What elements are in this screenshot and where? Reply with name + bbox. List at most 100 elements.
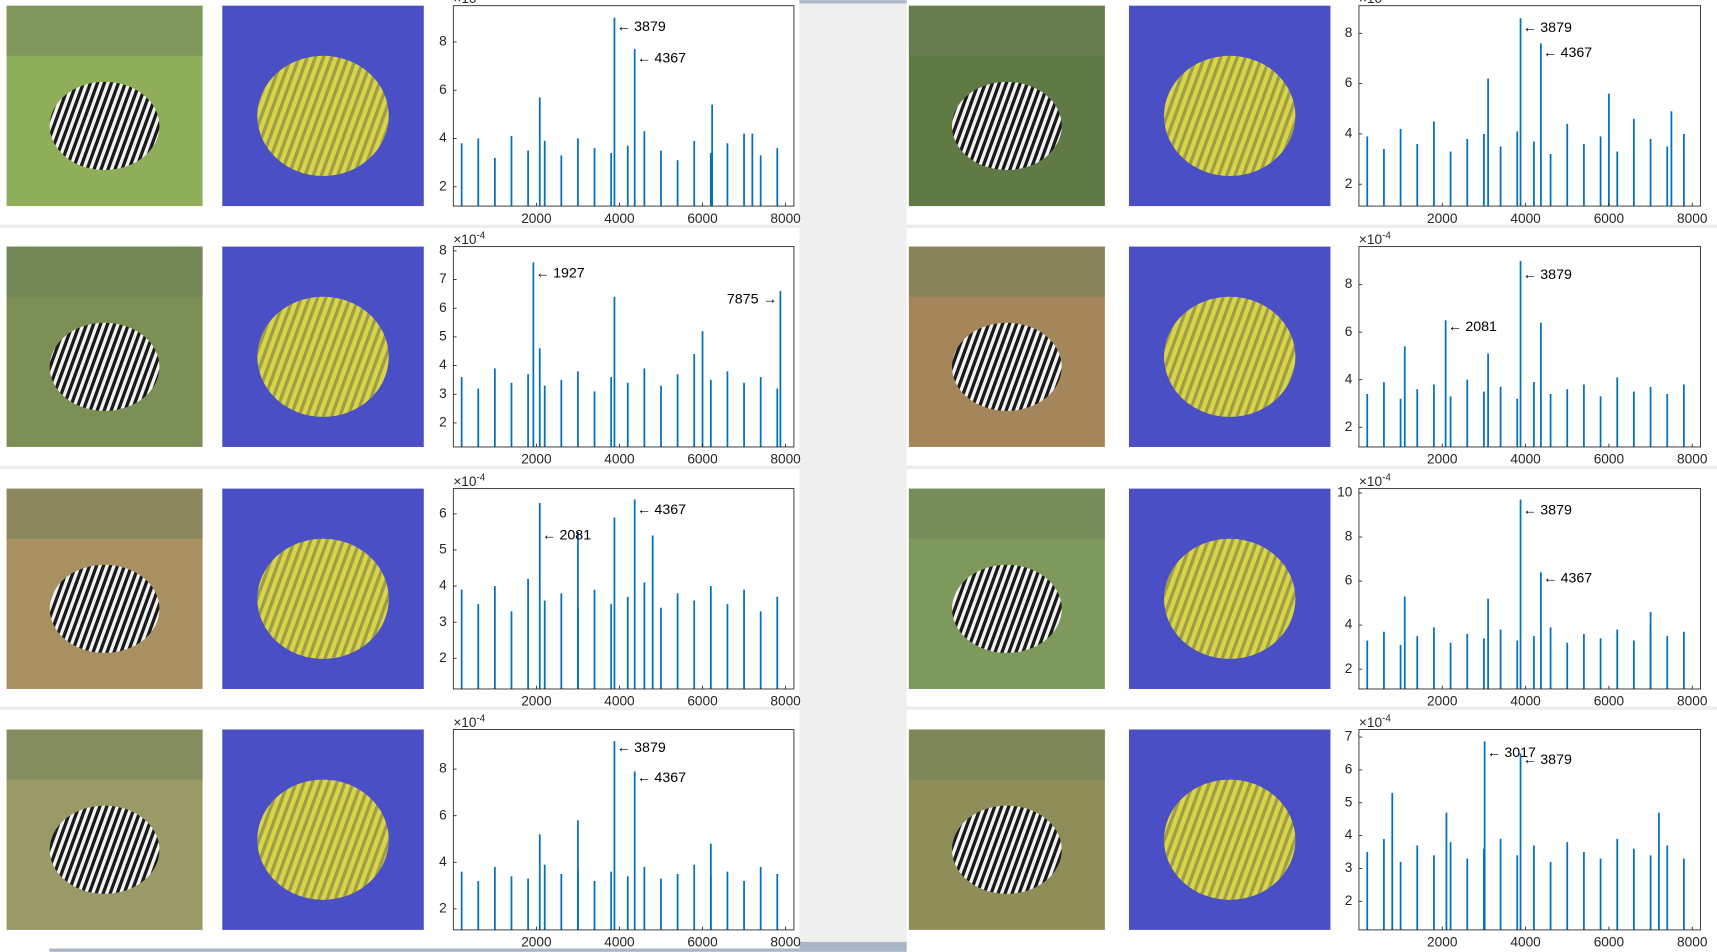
bar xyxy=(760,377,762,447)
annotation-arrow: ← xyxy=(542,527,556,543)
bar xyxy=(710,380,712,447)
photo-sky xyxy=(7,247,203,297)
photo xyxy=(7,489,203,689)
annotation-label: 3879 xyxy=(1540,502,1572,518)
bar xyxy=(627,383,629,447)
bar xyxy=(644,867,646,930)
bar xyxy=(477,881,479,930)
bar xyxy=(1650,387,1652,447)
x-tick-label: 4000 xyxy=(1510,694,1541,709)
bar xyxy=(693,865,695,930)
x-tick-label: 2000 xyxy=(1427,452,1458,467)
zebra xyxy=(50,806,160,894)
y-tick-label: 3 xyxy=(439,386,447,401)
bar xyxy=(544,141,546,206)
bar xyxy=(1466,859,1468,930)
bar xyxy=(1650,855,1652,930)
bar xyxy=(544,386,546,447)
annotation-arrow: ← xyxy=(536,266,550,282)
y-exponent-base: ×10 xyxy=(453,0,477,6)
bar xyxy=(1483,392,1485,447)
y-tick-label: 6 xyxy=(1345,573,1353,588)
y-tick-label: 6 xyxy=(1345,324,1353,339)
bar xyxy=(1466,634,1468,689)
plot: 20004000600080002468×10-4←3879←4367 xyxy=(439,713,801,949)
heatmap-hot xyxy=(1164,539,1295,659)
heatmap xyxy=(1129,6,1330,206)
y-tick-label: 4 xyxy=(439,578,447,593)
bar xyxy=(1466,380,1468,447)
bar xyxy=(710,844,712,930)
x-tick-label: 8000 xyxy=(1677,211,1708,226)
bar xyxy=(1366,136,1368,206)
x-tick-label: 8000 xyxy=(770,452,801,467)
bar xyxy=(1400,645,1402,689)
zebra xyxy=(952,323,1062,411)
y-tick-label: 5 xyxy=(439,542,447,557)
x-tick-label: 4000 xyxy=(604,211,635,226)
annotation-label: 1927 xyxy=(553,266,585,282)
bar xyxy=(544,601,546,689)
bar xyxy=(660,386,662,447)
bar xyxy=(1683,859,1685,930)
bar xyxy=(1608,94,1610,206)
zebra xyxy=(952,806,1062,894)
y-tick-label: 3 xyxy=(1345,860,1353,875)
bar xyxy=(1445,320,1447,447)
heatmap xyxy=(1129,729,1330,929)
y-tick-label: 8 xyxy=(439,34,447,49)
y-tick-label: 2 xyxy=(439,901,447,916)
x-tick-label: 2000 xyxy=(1427,211,1458,226)
y-tick-label: 4 xyxy=(1345,617,1353,632)
annotation-arrow: ← xyxy=(637,502,651,518)
annotation-label: 2081 xyxy=(559,527,591,543)
bar xyxy=(461,377,463,447)
annotation-arrow: ← xyxy=(1523,267,1537,283)
row-separator xyxy=(0,707,799,710)
y-tick-label: 3 xyxy=(439,614,447,629)
y-exponent-base: ×10 xyxy=(1359,0,1383,6)
bar xyxy=(702,331,704,447)
bar xyxy=(1500,630,1502,689)
bar xyxy=(776,388,778,446)
bar xyxy=(610,377,612,447)
bar xyxy=(1366,852,1368,930)
annotation-label: 3879 xyxy=(1540,267,1572,283)
bar xyxy=(1633,392,1635,447)
bar xyxy=(560,155,562,206)
bar xyxy=(1366,394,1368,447)
bar xyxy=(1483,638,1485,689)
bar xyxy=(477,604,479,689)
bar xyxy=(727,143,729,206)
bar xyxy=(539,348,541,447)
bar xyxy=(1566,643,1568,689)
bar xyxy=(710,586,712,689)
bar xyxy=(1450,152,1452,207)
bar xyxy=(527,579,529,689)
zebra xyxy=(50,323,160,411)
bar xyxy=(1633,119,1635,206)
bar xyxy=(1450,396,1452,447)
bar xyxy=(1516,641,1518,689)
bar xyxy=(1566,842,1568,930)
photo-sky xyxy=(909,247,1105,297)
annotation-label: 4367 xyxy=(1561,571,1593,587)
x-tick-label: 6000 xyxy=(687,935,718,950)
x-tick-label: 2000 xyxy=(521,935,552,950)
bar xyxy=(1404,596,1406,688)
bar xyxy=(1416,389,1418,447)
bar xyxy=(577,138,579,206)
annotation-arrow: ← xyxy=(1523,502,1537,518)
bar xyxy=(1683,384,1685,447)
bar xyxy=(1583,144,1585,206)
bar xyxy=(1500,146,1502,206)
annotation-label: 4367 xyxy=(654,770,686,786)
y-tick-label: 6 xyxy=(439,505,447,520)
photo-sky xyxy=(7,729,203,779)
x-tick-label: 2000 xyxy=(521,211,552,226)
annotation-arrow: ← xyxy=(1487,745,1501,761)
y-tick-label: 4 xyxy=(439,357,447,372)
bar xyxy=(539,97,541,206)
bar xyxy=(1533,845,1535,929)
plot-area xyxy=(453,6,794,206)
